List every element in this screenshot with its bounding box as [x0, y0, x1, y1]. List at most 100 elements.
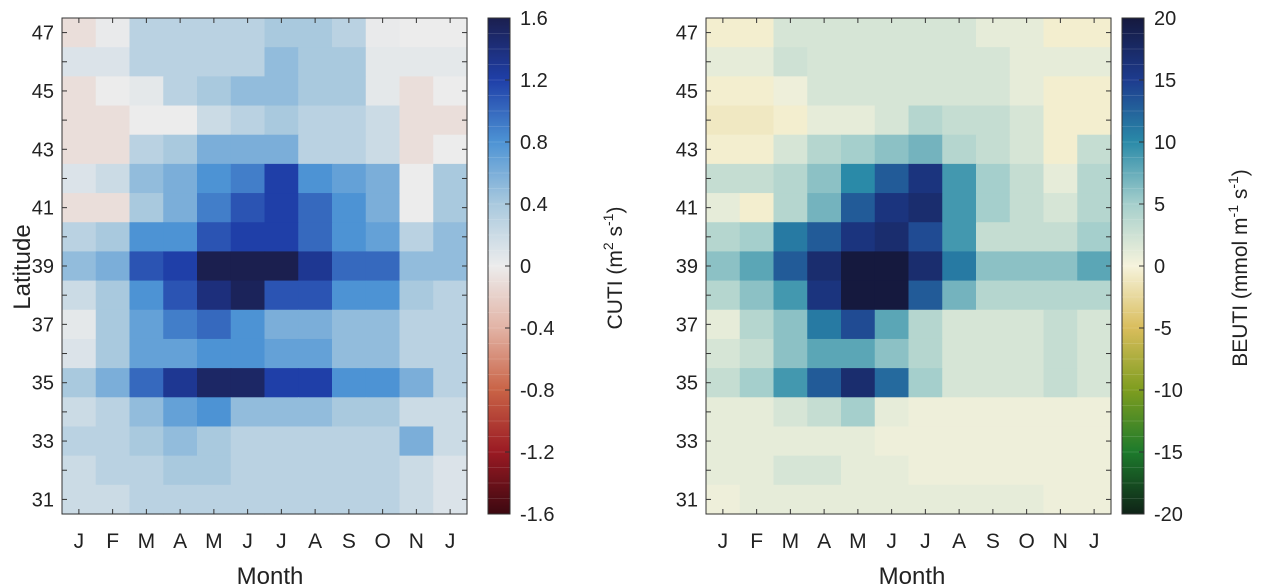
- cuti-cell: [298, 426, 333, 457]
- cuti-cell: [197, 280, 232, 311]
- beuti-cell: [773, 368, 808, 398]
- beuti-cell: [1043, 134, 1078, 165]
- beuti-cell: [908, 105, 943, 136]
- beuti-cell: [807, 251, 842, 282]
- beuti-cell: [942, 251, 977, 282]
- beuti-cell: [976, 222, 1011, 253]
- beuti-cell: [942, 193, 977, 223]
- beuti-cell: [739, 455, 775, 486]
- cuti-cell: [365, 309, 401, 340]
- beuti-x-tick-label: J: [718, 530, 729, 553]
- cuti-colorbar-tick-label: 0.8: [520, 132, 548, 154]
- cuti-colorbar-ticks: 1.6 1.2 0.8 0.4 0 -0.4 -0.8 -1.2 -1.6: [488, 8, 554, 526]
- cuti-cell: [332, 397, 367, 428]
- beuti-cell: [942, 397, 977, 428]
- beuti-cell: [874, 76, 910, 107]
- cuti-cell: [129, 47, 164, 77]
- beuti-cell: [1009, 280, 1045, 311]
- cuti-cell: [197, 426, 232, 457]
- cuti-cell: [197, 193, 232, 223]
- beuti-y-tick-label: 47: [676, 23, 698, 45]
- beuti-y-tick-label: 39: [676, 256, 698, 278]
- beuti-y-tick-label: 31: [676, 489, 698, 511]
- cuti-cell: [129, 76, 164, 107]
- cuti-cell: [62, 193, 97, 223]
- cuti-x-tick-label: J: [74, 530, 85, 553]
- cuti-cell: [298, 76, 333, 107]
- cuti-cell: [365, 338, 401, 369]
- cuti-cell: [95, 280, 131, 311]
- cuti-cell: [298, 47, 333, 77]
- beuti-cell: [1009, 397, 1045, 428]
- beuti-colorbar-tick-label: 0: [1154, 256, 1165, 278]
- cuti-cell: [264, 76, 299, 107]
- cuti-cell: [332, 47, 367, 77]
- beuti-cell: [706, 193, 741, 223]
- beuti-cell: [739, 105, 775, 136]
- cuti-cell: [433, 47, 468, 77]
- cuti-x-tick-label: O: [374, 530, 390, 553]
- cuti-x-tick-label: M: [138, 530, 156, 553]
- cuti-cell: [62, 163, 97, 194]
- beuti-cell: [1009, 251, 1045, 282]
- beuti-cell: [1043, 193, 1078, 223]
- cuti-cell: [433, 222, 468, 253]
- beuti-x-tick-label: J: [920, 530, 931, 553]
- beuti-cell: [841, 455, 876, 486]
- cuti-cell: [433, 134, 468, 165]
- cuti-cell: [197, 76, 232, 107]
- cuti-y-axis-label: Latitude: [9, 224, 36, 309]
- cuti-cell: [399, 193, 434, 223]
- beuti-colorbar-tick-label: -20: [1154, 504, 1183, 526]
- cuti-y-tick-label: 43: [32, 139, 54, 161]
- cuti-cell: [433, 455, 468, 486]
- beuti-cell: [773, 280, 808, 311]
- cuti-x-tick-label: J: [445, 530, 456, 553]
- beuti-cell: [1077, 134, 1112, 165]
- cuti-cell: [62, 426, 97, 457]
- cuti-cell: [95, 105, 131, 136]
- cuti-cell: [433, 251, 468, 282]
- beuti-cell: [976, 193, 1011, 223]
- beuti-cell: [874, 338, 910, 369]
- cuti-cell: [298, 251, 333, 282]
- cuti-cell: [332, 368, 367, 398]
- cuti-x-tick-label: A: [173, 530, 187, 553]
- beuti-x-tick-label: M: [782, 530, 800, 553]
- cuti-cell: [95, 163, 131, 194]
- cuti-cell: [298, 338, 333, 369]
- beuti-cell: [874, 222, 910, 253]
- beuti-cell: [1043, 222, 1078, 253]
- beuti-cell: [739, 368, 775, 398]
- cuti-x-axis-label: Month: [237, 563, 304, 588]
- beuti-cell: [807, 368, 842, 398]
- cuti-cell: [332, 76, 367, 107]
- beuti-cell: [1077, 280, 1112, 311]
- beuti-cell: [739, 280, 775, 311]
- beuti-cell: [1043, 368, 1078, 398]
- beuti-cell: [841, 397, 876, 428]
- cuti-cell: [332, 280, 367, 311]
- cuti-cell: [129, 455, 164, 486]
- cuti-cell: [264, 368, 299, 398]
- beuti-cell: [942, 338, 977, 369]
- beuti-cell: [942, 76, 977, 107]
- cuti-cell: [129, 193, 164, 223]
- cuti-cell: [230, 251, 266, 282]
- cuti-cell: [95, 368, 131, 398]
- beuti-cell: [773, 105, 808, 136]
- cuti-cell: [163, 163, 198, 194]
- cuti-cell: [298, 455, 333, 486]
- beuti-cell: [841, 47, 876, 77]
- cuti-cell: [163, 193, 198, 223]
- beuti-cell: [773, 426, 808, 457]
- beuti-cell: [739, 309, 775, 340]
- cuti-cell: [197, 368, 232, 398]
- beuti-cell: [942, 222, 977, 253]
- cuti-cell: [399, 47, 434, 77]
- cuti-cell: [62, 455, 97, 486]
- cuti-cell: [433, 280, 468, 311]
- beuti-cell: [1077, 76, 1112, 107]
- beuti-cell: [773, 76, 808, 107]
- beuti-cell: [807, 397, 842, 428]
